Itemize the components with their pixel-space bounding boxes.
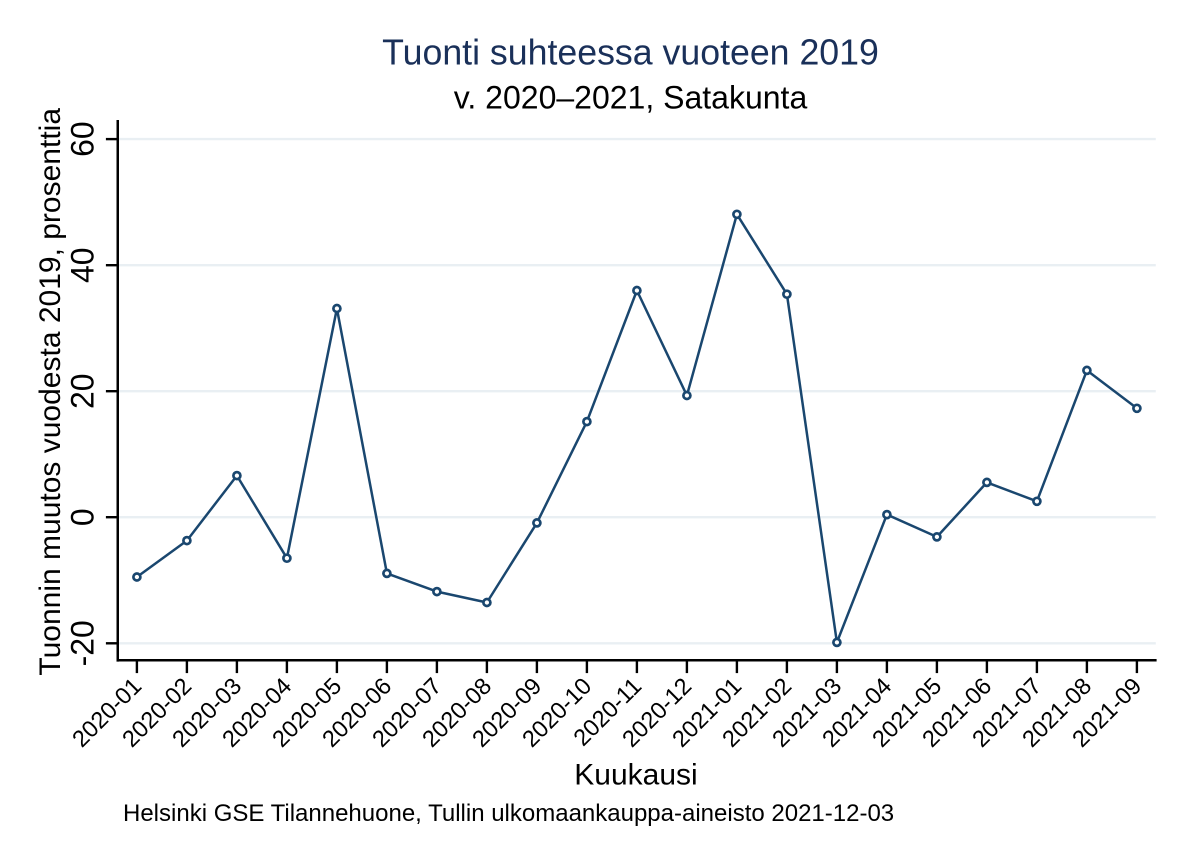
- svg-text:-20: -20: [65, 620, 101, 666]
- svg-text:Tuonnin muutos vuodesta 2019,: Tuonnin muutos vuodesta 2019, prosenttia: [34, 108, 67, 676]
- svg-text:Kuukausi: Kuukausi: [574, 759, 697, 792]
- svg-text:0: 0: [65, 508, 101, 526]
- svg-text:40: 40: [65, 247, 101, 283]
- svg-text:Tuonti suhteessa vuoteen 2019: Tuonti suhteessa vuoteen 2019: [382, 32, 879, 72]
- svg-text:20: 20: [65, 373, 101, 409]
- svg-text:v. 2020–2021, Satakunta: v. 2020–2021, Satakunta: [454, 79, 808, 115]
- svg-text:Helsinki GSE Tilannehuone, Tul: Helsinki GSE Tilannehuone, Tullin ulkoma…: [123, 800, 894, 827]
- svg-text:60: 60: [65, 121, 101, 157]
